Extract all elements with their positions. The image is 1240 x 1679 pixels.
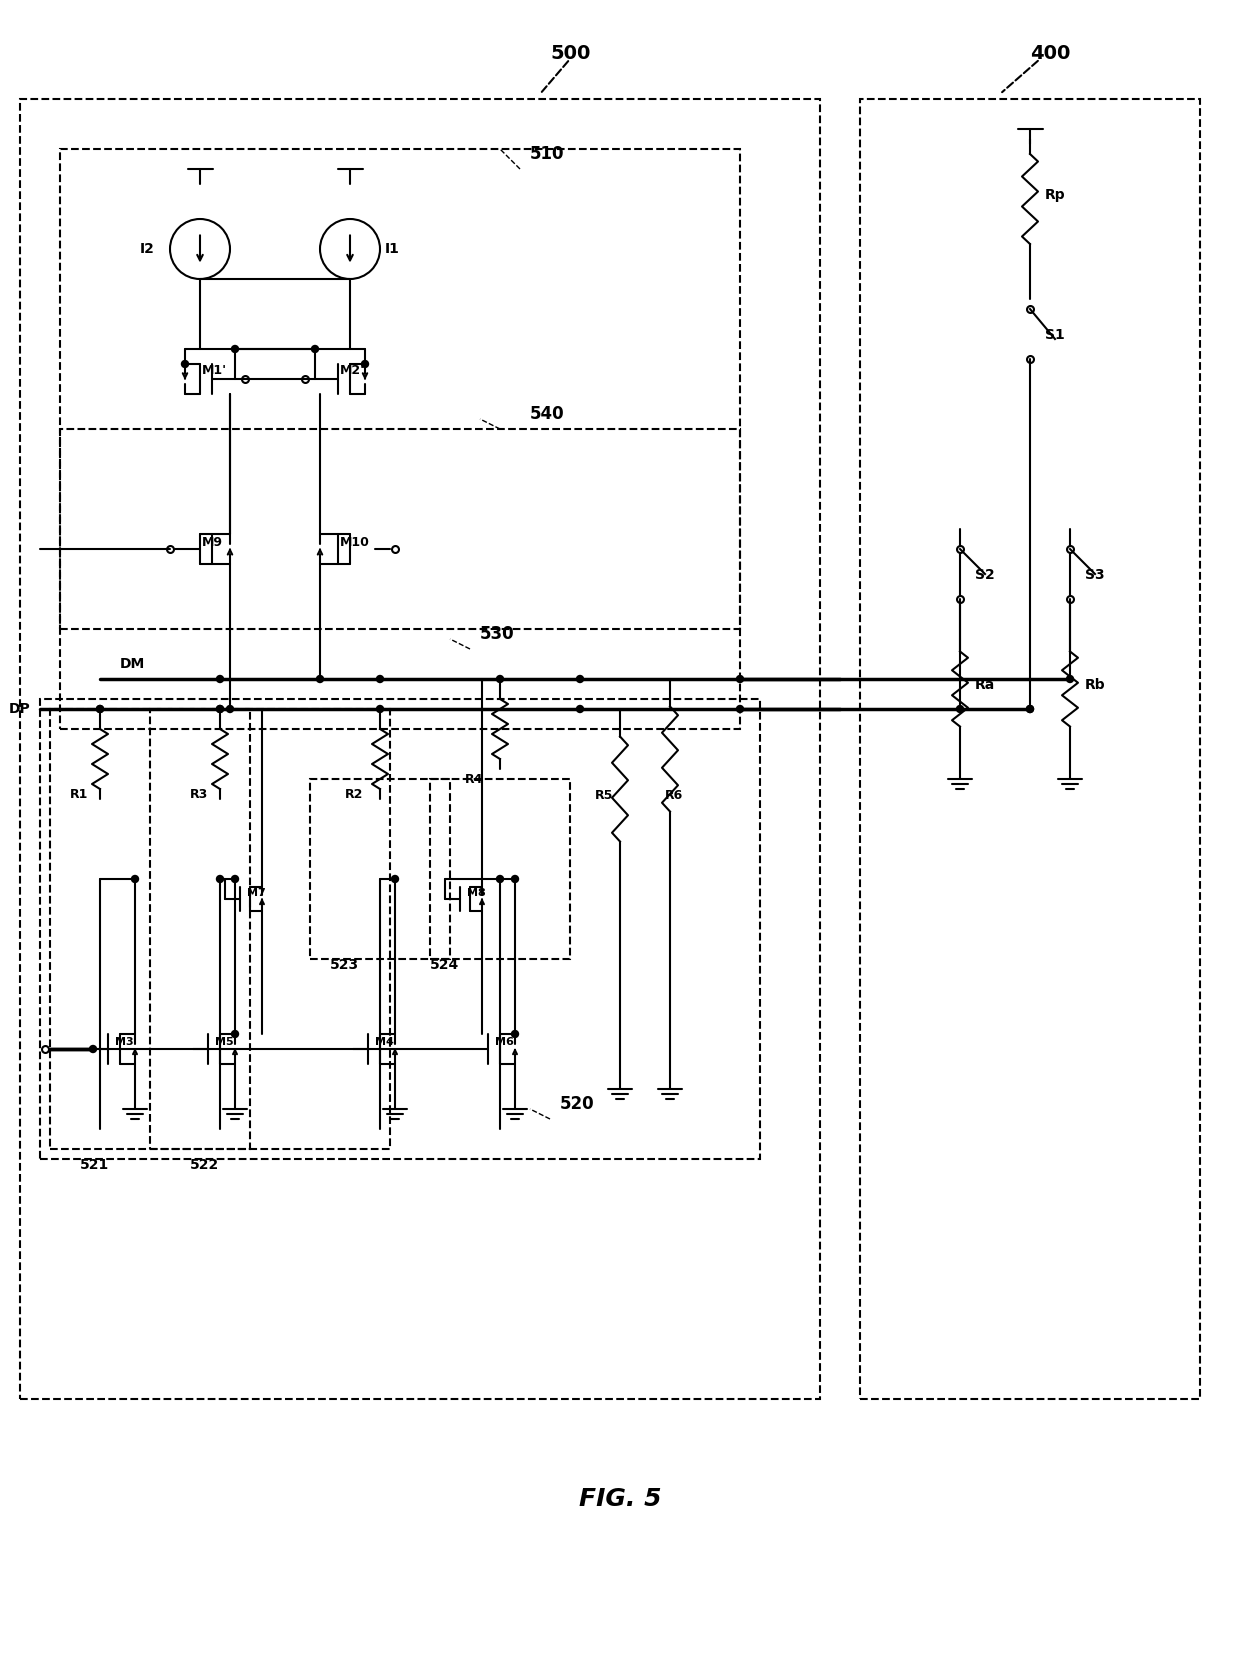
Text: 500: 500 [551, 44, 590, 64]
Circle shape [97, 705, 103, 712]
Text: 400: 400 [1030, 44, 1070, 64]
Text: FIG. 5: FIG. 5 [579, 1488, 661, 1511]
Text: M9: M9 [202, 536, 223, 549]
Text: R2: R2 [345, 787, 363, 801]
Bar [310, 779, 450, 959]
Text: M6: M6 [495, 1038, 513, 1048]
Text: R6: R6 [665, 789, 683, 803]
Circle shape [311, 346, 319, 353]
Text: 523: 523 [330, 959, 360, 972]
Circle shape [737, 675, 744, 682]
Text: 522: 522 [190, 1159, 219, 1172]
Text: M8: M8 [467, 888, 486, 898]
Circle shape [217, 705, 223, 712]
Text: DP: DP [9, 702, 30, 715]
Circle shape [316, 675, 324, 682]
Text: R5: R5 [595, 789, 614, 803]
Text: Rb: Rb [1085, 678, 1106, 692]
Bar [430, 779, 570, 959]
Circle shape [577, 705, 584, 712]
Circle shape [362, 361, 368, 368]
Bar [150, 709, 391, 1148]
Bar [20, 99, 820, 1399]
Text: R1: R1 [69, 787, 88, 801]
Circle shape [512, 1031, 518, 1038]
Text: 520: 520 [560, 1095, 595, 1113]
Circle shape [217, 675, 223, 682]
Circle shape [512, 875, 518, 883]
Text: I2: I2 [140, 242, 155, 255]
Circle shape [1066, 675, 1074, 682]
Circle shape [217, 875, 223, 883]
Text: 521: 521 [81, 1159, 109, 1172]
Text: S1: S1 [1045, 327, 1065, 343]
Bar [60, 149, 740, 729]
Text: M2': M2' [340, 364, 365, 378]
Bar [60, 430, 740, 630]
Circle shape [377, 675, 383, 682]
Text: M1': M1' [202, 364, 227, 378]
Text: 530: 530 [480, 625, 515, 643]
Text: M5: M5 [215, 1038, 233, 1048]
Circle shape [377, 705, 383, 712]
Text: I1: I1 [384, 242, 399, 255]
Circle shape [232, 346, 238, 353]
Circle shape [181, 361, 188, 368]
Circle shape [97, 705, 103, 712]
Text: M10: M10 [340, 536, 370, 549]
Text: R3: R3 [190, 787, 208, 801]
Text: DM: DM [120, 656, 145, 672]
Circle shape [131, 875, 139, 883]
Circle shape [392, 875, 398, 883]
Text: S3: S3 [1085, 568, 1105, 583]
Text: M4: M4 [374, 1038, 394, 1048]
Bar [40, 698, 760, 1159]
Text: M7: M7 [247, 888, 265, 898]
Text: 510: 510 [529, 144, 564, 163]
Circle shape [496, 675, 503, 682]
Circle shape [956, 705, 963, 712]
Text: R4: R4 [465, 772, 484, 786]
Circle shape [89, 1046, 97, 1053]
Circle shape [232, 875, 238, 883]
Circle shape [1027, 705, 1033, 712]
Text: Rp: Rp [1045, 188, 1065, 201]
Text: M3: M3 [115, 1038, 134, 1048]
Text: Ra: Ra [975, 678, 996, 692]
Circle shape [227, 705, 233, 712]
Circle shape [1027, 705, 1033, 712]
Circle shape [737, 705, 744, 712]
Circle shape [577, 675, 584, 682]
Bar [50, 709, 250, 1148]
Text: 524: 524 [430, 959, 459, 972]
Circle shape [217, 705, 223, 712]
Circle shape [496, 875, 503, 883]
Circle shape [232, 1031, 238, 1038]
Text: S2: S2 [975, 568, 994, 583]
Bar [861, 99, 1200, 1399]
Text: 540: 540 [529, 405, 564, 423]
